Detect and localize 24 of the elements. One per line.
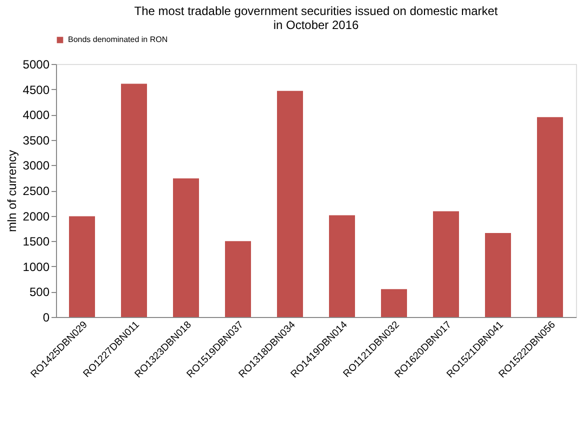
bar [537,117,563,317]
y-tick-label: 1000 [22,260,50,274]
y-tick-label: 5000 [22,58,50,72]
legend-label: Bonds denominated in RON [68,35,168,44]
bar [381,289,407,317]
bar [173,178,199,317]
y-tick-label: 2500 [22,184,50,198]
y-tick-label: 3000 [22,158,50,173]
bar [485,233,511,317]
y-tick-label: 3500 [22,133,50,148]
bar [433,211,459,317]
bar [69,216,95,317]
y-tick-label: 500 [29,285,50,300]
y-tick-label: 2000 [22,209,50,224]
bar [329,215,355,317]
y-tick-label: 4500 [22,82,50,97]
y-tick-label: 4000 [22,108,50,122]
bar [277,90,303,317]
y-tick-label: 0 [42,310,50,324]
bar [225,241,251,317]
y-tick-label: 1500 [22,234,50,249]
bar [121,84,147,317]
y-axis-title: mln of currency [4,150,19,232]
chart-title: The most tradable government securities issued on domestic market in October 2016 [134,4,498,32]
